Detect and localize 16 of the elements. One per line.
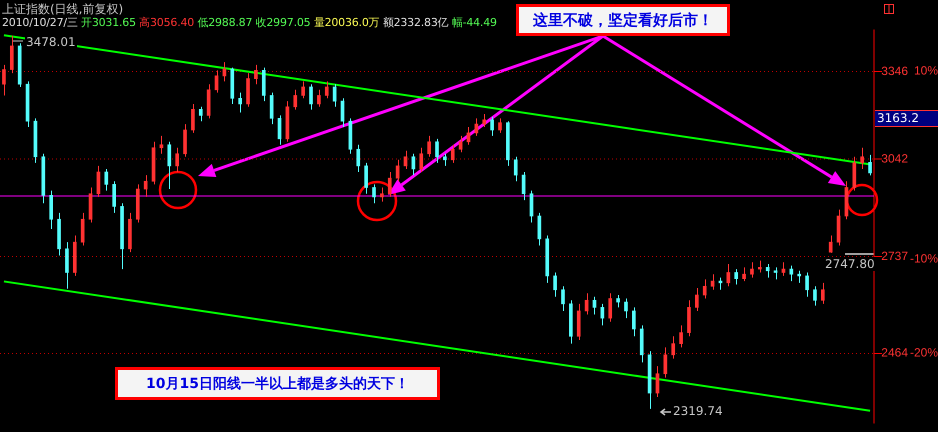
y2-tick-label: 10% <box>914 64 938 78</box>
candlestick <box>782 262 786 276</box>
y-tick-label: 2737 <box>881 248 908 263</box>
text: 3163.2 <box>875 110 938 127</box>
annotation: 3478.01 <box>25 35 77 49</box>
callout: 这里不破，坚定看好后市！ <box>516 4 730 36</box>
chart-title: 上证指数(日线,前复权) <box>2 1 124 18</box>
y-tick-label: 3042 <box>881 152 908 166</box>
y-tick-label: 3346 <box>881 64 908 78</box>
annotation: 2747.80 <box>824 257 876 271</box>
y2-tick-label: -10% <box>910 252 938 266</box>
chart-subtitle: 2010/10/27/三 开3031.65 高3056.40 低2988.87 收2997.05 量20036.0万 额2332.83亿 幅-44.49 <box>2 16 497 29</box>
annotation: 2319.74 <box>672 404 724 418</box>
y-tick-label: 2464 <box>881 346 908 360</box>
y2-tick-label: -20% <box>910 346 938 360</box>
callout: 10月15日阳线一半以上都是多头的天下！ <box>115 367 440 400</box>
